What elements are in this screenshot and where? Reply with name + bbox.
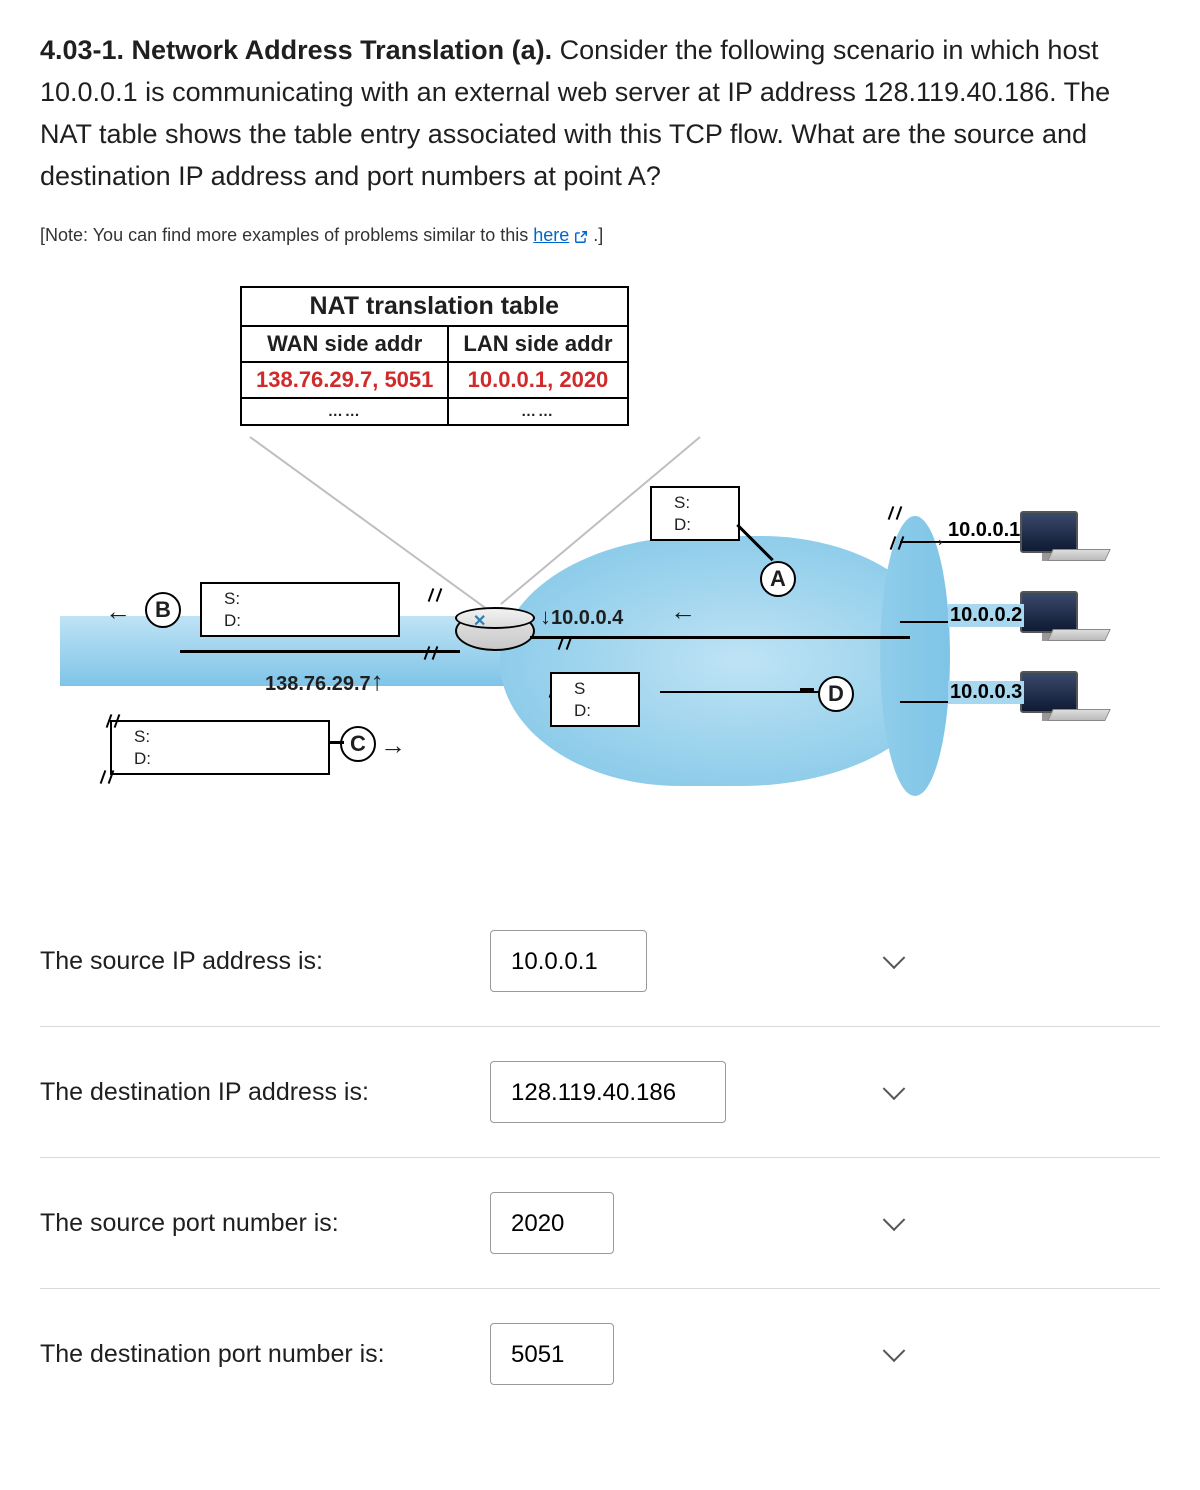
answer-label: The destination port number is:	[40, 1340, 490, 1369]
host-2-ip: 10.0.0.2	[948, 604, 1024, 627]
nat-col-wan: WAN side addr	[241, 326, 448, 362]
nat-table: NAT translation table WAN side addr LAN …	[240, 286, 629, 426]
nat-dots-2: ……	[448, 398, 627, 425]
question-title: 4.03-1. Network Address Translation (a).	[40, 35, 552, 65]
arrow-b: ←	[105, 596, 131, 627]
host-3-ip: 10.0.0.3	[948, 681, 1024, 704]
packet-b: S: D:	[200, 582, 400, 637]
answer-row: The source IP address is: 10.0.0.1	[40, 896, 1160, 1027]
question-text: 4.03-1. Network Address Translation (a).…	[40, 30, 1160, 197]
nat-diagram: NAT translation table WAN side addr LAN …	[60, 286, 1140, 856]
source-port-select[interactable]: 2020	[490, 1192, 614, 1254]
router-lan-ip: ↓10.0.0.4	[540, 604, 623, 630]
note-prefix: [Note: You can find more examples of pro…	[40, 225, 533, 245]
answer-row: The source port number is: 2020	[40, 1158, 1160, 1289]
lan-tail	[880, 516, 950, 796]
host-1-ip: 10.0.0.1	[948, 519, 1020, 542]
nat-table-title: NAT translation table	[241, 287, 628, 326]
wan-link	[180, 650, 460, 653]
host-2	[1020, 591, 1115, 646]
answers: The source IP address is: 10.0.0.1 The d…	[40, 896, 1160, 1419]
lan-cloud	[500, 536, 940, 786]
nat-col-lan: LAN side addr	[448, 326, 627, 362]
answer-row: The destination port number is: 5051	[40, 1289, 1160, 1419]
answer-label: The source port number is:	[40, 1209, 490, 1238]
arrow-a: ←	[670, 596, 696, 627]
packet-c: S: D:	[110, 720, 330, 775]
packet-d: S D:	[550, 672, 640, 727]
host-1	[1020, 511, 1115, 566]
arrow-c: →	[380, 730, 406, 761]
dest-ip-select[interactable]: 128.119.40.186	[490, 1061, 726, 1123]
dest-port-select[interactable]: 5051	[490, 1323, 614, 1385]
note-link[interactable]: here	[533, 225, 569, 245]
answer-label: The destination IP address is:	[40, 1078, 490, 1107]
packet-a: S: D:	[650, 486, 740, 541]
nat-lan-entry: 10.0.0.1, 2020	[448, 362, 627, 398]
external-link-icon	[574, 230, 588, 244]
router-wan-ip: 138.76.29.7↑	[265, 666, 384, 697]
note: [Note: You can find more examples of pro…	[40, 225, 1160, 246]
answer-row: The destination IP address is: 128.119.4…	[40, 1027, 1160, 1158]
point-c: C	[340, 726, 376, 762]
nat-wan-entry: 138.76.29.7, 5051	[241, 362, 448, 398]
lan-link-main	[530, 636, 910, 639]
host-3	[1020, 671, 1115, 726]
source-ip-select[interactable]: 10.0.0.1	[490, 930, 647, 992]
note-suffix: .]	[593, 225, 603, 245]
router: ✕	[455, 611, 535, 663]
answer-label: The source IP address is:	[40, 947, 490, 976]
nat-dots-1: ……	[241, 398, 448, 425]
arrow-to-host1: →	[925, 526, 947, 552]
